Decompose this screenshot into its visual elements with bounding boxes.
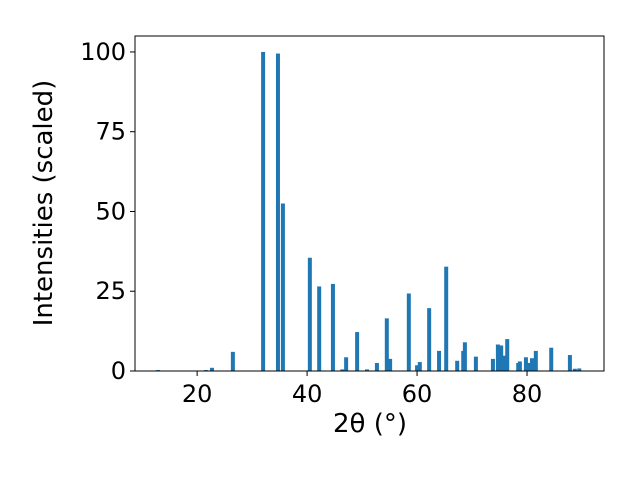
bar <box>344 357 349 371</box>
bar <box>523 357 528 371</box>
x-tick-label: 40 <box>292 380 323 408</box>
bar <box>261 51 266 371</box>
bar <box>437 350 442 371</box>
bar <box>374 363 379 371</box>
bar <box>307 257 312 371</box>
bar <box>355 332 360 371</box>
bar <box>455 360 460 371</box>
y-tick-label: 25 <box>95 277 126 305</box>
bar <box>529 358 534 371</box>
x-axis-label: 2θ (°) <box>333 409 407 439</box>
bar <box>427 308 432 371</box>
bar <box>527 363 532 371</box>
y-tick-label: 0 <box>111 357 126 385</box>
bar <box>365 369 370 371</box>
bar <box>462 342 467 371</box>
bar <box>230 351 235 371</box>
bar <box>330 283 335 371</box>
bar <box>415 365 420 371</box>
bar <box>317 286 322 371</box>
bar <box>406 293 411 371</box>
bar <box>280 203 285 371</box>
bar <box>388 358 393 371</box>
bar <box>505 339 510 371</box>
y-tick-label: 50 <box>95 197 126 225</box>
bar <box>473 356 478 371</box>
y-tick-label: 100 <box>80 38 126 66</box>
x-tick-label: 60 <box>402 380 433 408</box>
bar <box>577 368 582 371</box>
bar <box>495 344 500 371</box>
x-tick-label: 20 <box>182 380 213 408</box>
bar <box>501 355 506 371</box>
bar <box>549 347 554 371</box>
bar <box>209 367 214 371</box>
plot-frame <box>134 35 605 372</box>
bar <box>572 368 577 371</box>
x-tick-label: 80 <box>512 380 543 408</box>
bar <box>444 266 449 371</box>
y-tick-label: 75 <box>95 118 126 146</box>
bar <box>567 355 572 371</box>
bar <box>490 358 495 371</box>
bar <box>384 318 389 371</box>
bar <box>417 362 422 371</box>
bar <box>533 350 538 371</box>
bar <box>499 345 504 371</box>
bar <box>275 53 280 372</box>
bar <box>340 369 345 371</box>
bar <box>517 361 522 371</box>
y-axis-label: Intensities (scaled) <box>29 80 59 327</box>
